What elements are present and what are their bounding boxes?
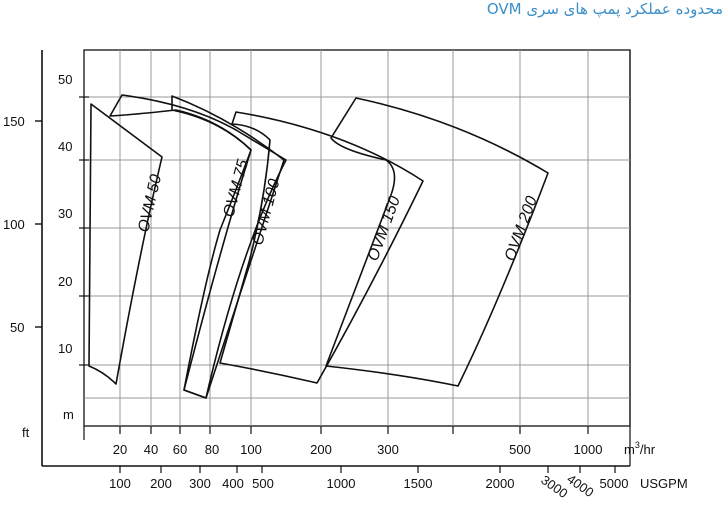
usgpm-tick-4000: 4000 (564, 471, 596, 500)
m3hr-tick-40: 40 (144, 442, 158, 457)
usgpm-tick-400: 400 (222, 476, 244, 491)
usgpm-tick-200: 200 (150, 476, 172, 491)
m-tick-50: 50 (58, 72, 72, 87)
usgpm-tick-3000: 3000 (538, 472, 570, 501)
chart-title: محدوده عملکرد پمپ های سری OVM (486, 0, 723, 18)
usgpm-tick-5000: 5000 (600, 476, 629, 491)
m3hr-tick-80: 80 (205, 442, 219, 457)
m-tick-40: 40 (58, 139, 72, 154)
ovm-200-envelope (325, 97, 549, 387)
ovm-50-label: OVM 50 (135, 173, 165, 234)
m3hr-tick-500: 500 (509, 442, 531, 457)
usgpm-tick-300: 300 (189, 476, 211, 491)
ft-tick-100: 100 (3, 217, 25, 232)
m3hr-tick-1000: 1000 (574, 442, 603, 457)
ft-tick-50: 50 (10, 320, 24, 335)
plot-frame (83, 49, 631, 427)
m3hr-tick-300: 300 (377, 442, 399, 457)
ovm-150-label: OVM 150 (365, 194, 404, 263)
usgpm-tick-1500: 1500 (404, 476, 433, 491)
m-axis-ticks (79, 96, 89, 366)
ovm-75-label: OVM 75 (220, 158, 252, 219)
m3hr-tick-200: 200 (310, 442, 332, 457)
usgpm-tick-1000: 1000 (327, 476, 356, 491)
ft-axis-ticks (35, 120, 42, 328)
m-tick-10: 10 (58, 341, 72, 356)
usgpm-tick-2000: 2000 (486, 476, 515, 491)
ovm-100-envelope (171, 95, 285, 399)
m3hr-tick-20: 20 (113, 442, 127, 457)
m-tick-20: 20 (58, 274, 72, 289)
usgpm-unit-label: USGPM (640, 476, 688, 491)
m-unit-label: m (63, 407, 74, 422)
m3hr-tick-100: 100 (240, 442, 262, 457)
ft-tick-150: 150 (3, 114, 25, 129)
ovm-75-envelope (109, 94, 287, 399)
grid-lines (84, 50, 630, 426)
m3hr-tick-60: 60 (173, 442, 187, 457)
usgpm-tick-500: 500 (252, 476, 274, 491)
usgpm-tick-100: 100 (109, 476, 131, 491)
m3hr-axis-ticks (83, 426, 589, 440)
m-tick-30: 30 (58, 206, 72, 221)
usgpm-axis-ticks (119, 466, 616, 473)
ovm-100-label: OVM 100 (249, 177, 283, 247)
ovm-200-label: OVM 200 (502, 194, 541, 263)
ft-unit-label: ft (22, 425, 30, 440)
m3hr-unit-label: m3/hr (624, 440, 656, 457)
ovm-150-envelope (219, 111, 424, 384)
ovm-50-envelope (88, 103, 163, 385)
